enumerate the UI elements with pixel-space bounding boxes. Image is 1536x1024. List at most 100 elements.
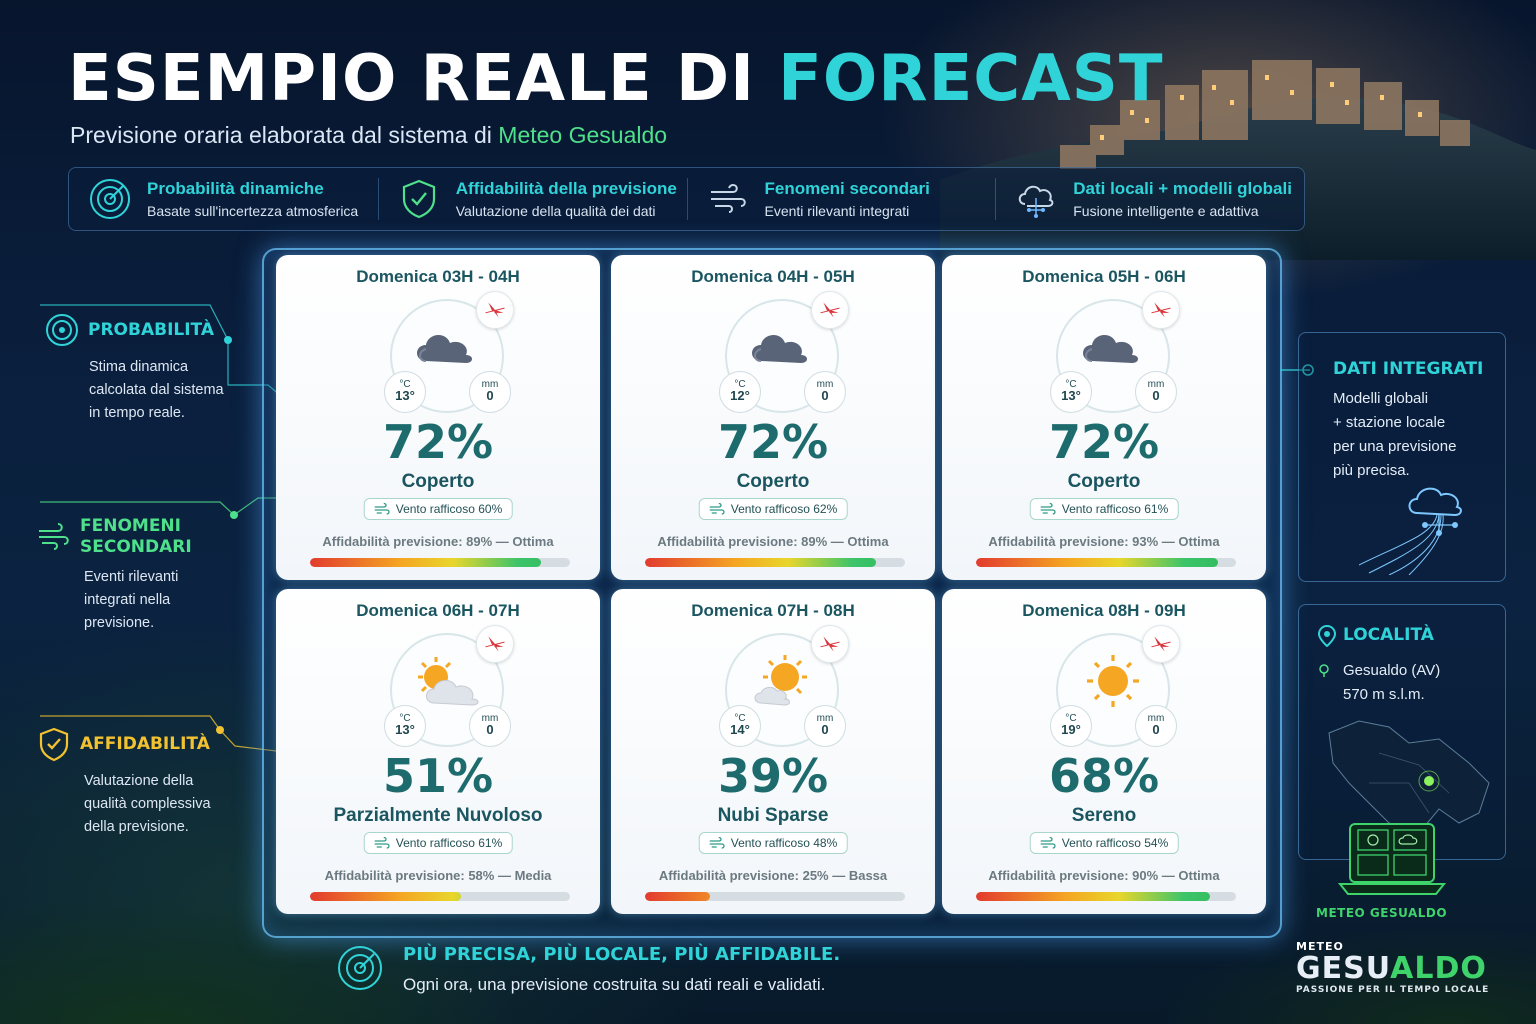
wind-direction-icon [1142, 625, 1180, 663]
wind-gust-text: Vento rafficoso 60% [395, 502, 503, 516]
temperature-badge: °C 14° [719, 705, 761, 747]
reliability-bar-fill [645, 892, 710, 901]
weather-icon [754, 655, 807, 706]
side-text-line: previsione. [84, 615, 155, 631]
brand-name-white: GESU [1296, 951, 1391, 986]
forecast-card: Domenica 04H - 05H °C 12° mm 0 72% Coperto… [611, 255, 935, 580]
rain-unit: mm [816, 713, 834, 724]
feature-bar: Probabilità dinamiche Basate sull'incert… [68, 167, 1305, 231]
wind-direction-icon [811, 291, 849, 329]
temperature-value: 19° [1061, 722, 1081, 737]
brand-meteo: METEO [1296, 940, 1344, 953]
reliability-label: Affidabilità previsione: 90% — Ottima [988, 868, 1220, 883]
wind-icon [374, 837, 390, 849]
wind-icon [1040, 837, 1056, 849]
rain-unit: mm [816, 379, 834, 390]
panel-location: LOCALITÀ Gesualdo (AV) 570 m s.l.m. [1298, 604, 1506, 860]
wind-icon [1040, 503, 1056, 515]
temperature-value: 13° [395, 388, 415, 403]
rain-badge: mm 0 [1135, 371, 1177, 413]
feature-title: Fenomeni secondari [764, 179, 930, 198]
card-header: Domenica 07H - 08H [691, 601, 855, 620]
side-text-line: Valutazione della [84, 773, 194, 789]
location-place: Gesualdo (AV) [1343, 662, 1441, 679]
rain-value: 0 [1152, 388, 1160, 403]
feature-text: Eventi rilevanti integrati [764, 203, 910, 219]
feature-data: Dati locali + modelli globali Fusione in… [995, 168, 1304, 230]
reliability-bar-fill [310, 892, 461, 901]
condition-label: Coperto [1067, 471, 1141, 492]
rain-value: 0 [1152, 722, 1160, 737]
feature-text: Fusione intelligente e adattiva [1073, 203, 1259, 219]
page-title: ESEMPIO REALE DI FORECAST [68, 42, 1164, 116]
feature-title: Affidabilità della previsione [455, 179, 677, 198]
reliability-bar-fill [976, 558, 1218, 567]
panel-text-line: + stazione locale [1333, 414, 1446, 431]
subtitle-accent: Meteo Gesualdo [498, 122, 668, 148]
wind-gust-text: Vento rafficoso 62% [730, 502, 838, 516]
panel-text-line: Modelli globali [1333, 390, 1429, 407]
rain-value: 0 [821, 388, 829, 403]
probability-value: 39% [717, 749, 829, 803]
temperature-value: 13° [395, 722, 415, 737]
wind-direction-icon [476, 625, 514, 663]
panel-text-line: per una previsione [1333, 438, 1457, 455]
wind-icon [374, 503, 390, 515]
panel-integrated-data: DATI INTEGRATI Modelli globali + stazion… [1298, 332, 1506, 582]
rain-value: 0 [486, 388, 494, 403]
weather-icon [418, 657, 479, 706]
reliability-bar [645, 558, 905, 567]
rain-badge: mm 0 [1135, 705, 1177, 747]
wind-direction-icon [811, 625, 849, 663]
feature-title: Probabilità dinamiche [147, 179, 324, 198]
wind-gust-badge: Vento rafficoso 61% [1029, 498, 1179, 520]
condition-label: Sereno [1071, 805, 1137, 826]
feature-reliability: Affidabilità della previsione Valutazion… [377, 168, 687, 230]
side-text-line: Eventi rilevanti [84, 569, 179, 585]
temperature-badge: °C 13° [1050, 371, 1092, 413]
reliability-bar [976, 558, 1236, 567]
wind-gust-badge: Vento rafficoso 61% [363, 832, 513, 854]
footer-text: Ogni ora, una previsione costruita su da… [403, 975, 826, 994]
wind-gust-text: Vento rafficoso 54% [1061, 836, 1169, 850]
panel-title: LOCALITÀ [1343, 625, 1434, 645]
wind-gust-badge: Vento rafficoso 60% [363, 498, 513, 520]
title-accent: FORECAST [778, 42, 1164, 116]
rain-unit: mm [481, 713, 499, 724]
feature-text: Valutazione della qualità dei dati [455, 203, 656, 219]
forecast-card: Domenica 08H - 09H °C 19° mm 0 68% Sereno … [942, 589, 1266, 914]
side-title: AFFIDABILITÀ [80, 734, 210, 754]
rain-badge: mm 0 [804, 705, 846, 747]
feature-text: Basate sull'incertezza atmosferica [147, 203, 359, 219]
weather-icon [752, 334, 807, 363]
rain-value: 0 [486, 722, 494, 737]
shield-check-icon [402, 179, 435, 219]
probability-value: 72% [1048, 415, 1160, 469]
region-map-icon [1328, 720, 1490, 834]
feature-probability: Probabilità dinamiche Basate sull'incert… [69, 168, 378, 230]
reliability-bar-fill [645, 558, 877, 567]
wind-icon [709, 837, 725, 849]
location-altitude: 570 m s.l.m. [1343, 686, 1425, 703]
card-header: Domenica 03H - 04H [356, 267, 520, 286]
rain-unit: mm [1147, 713, 1165, 724]
card-header: Domenica 05H - 06H [1022, 267, 1186, 286]
side-text-line: integrati nella [84, 592, 171, 608]
title-main: ESEMPIO REALE DI [68, 42, 779, 116]
reliability-bar [645, 892, 905, 901]
brand-tagline: PASSIONE PER IL TEMPO LOCALE [1296, 985, 1490, 995]
wind-gust-text: Vento rafficoso 61% [395, 836, 503, 850]
cloud-network-icon [1359, 487, 1462, 575]
wind-gust-text: Vento rafficoso 48% [730, 836, 838, 850]
forecast-card: Domenica 05H - 06H °C 13° mm 0 72% Coperto… [942, 255, 1266, 580]
side-panel-secondary: FENOMENI SECONDARI Eventi rilevanti inte… [36, 516, 192, 635]
wind-gust-badge: Vento rafficoso 62% [698, 498, 848, 520]
weather-icon [417, 334, 472, 363]
rain-value: 0 [821, 722, 829, 737]
temperature-unit: °C [1065, 713, 1077, 724]
temperature-unit: °C [1065, 379, 1077, 390]
temperature-unit: °C [399, 379, 411, 390]
reliability-bar [976, 892, 1236, 901]
forecast-card: Domenica 07H - 08H °C 14° mm 0 39% Nubi Sp… [611, 589, 935, 914]
side-title: FENOMENI [80, 516, 181, 536]
